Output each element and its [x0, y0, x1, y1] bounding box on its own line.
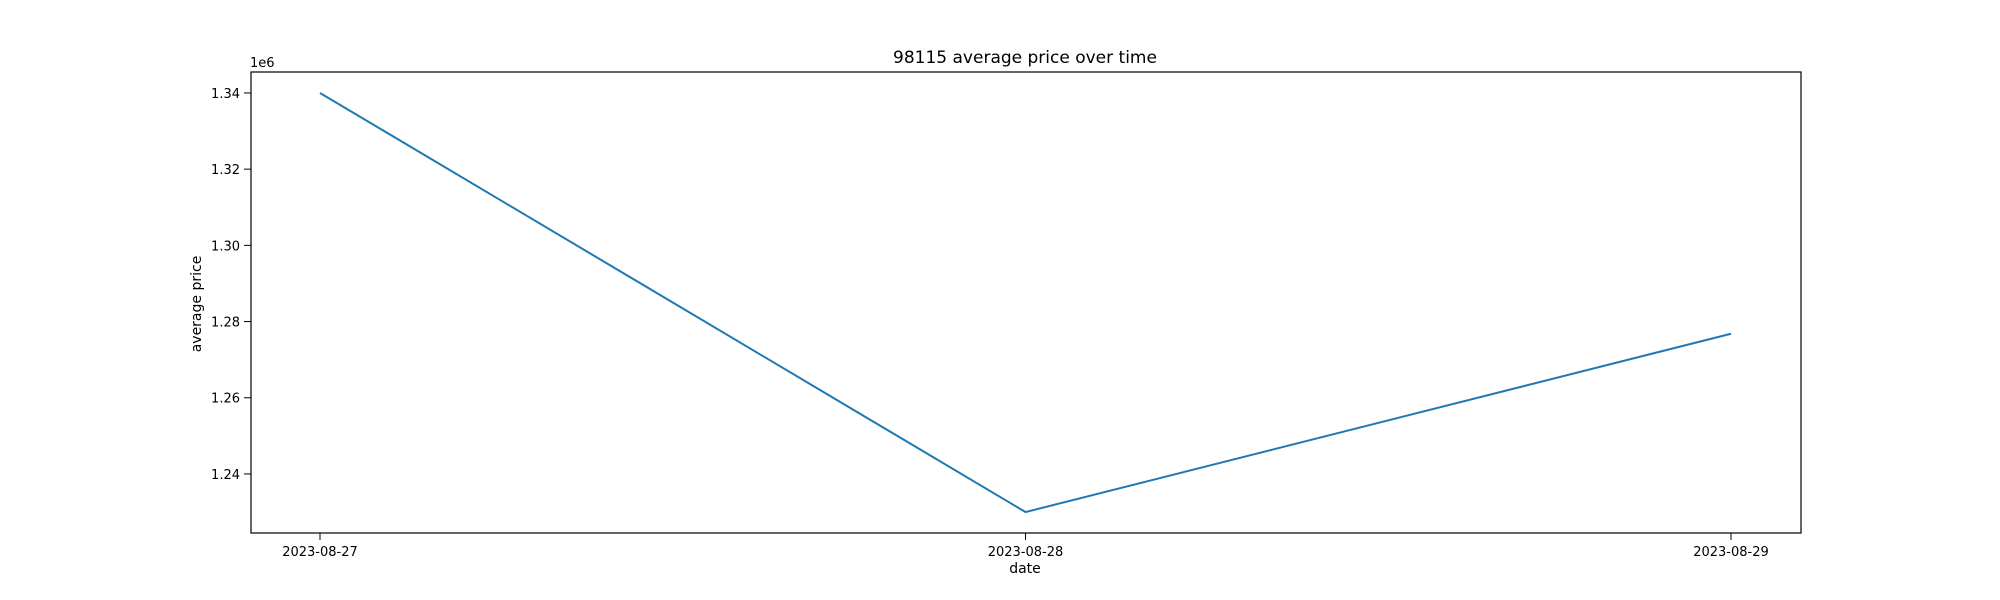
y-tick-label: 1.24	[211, 468, 240, 483]
y-tick-label: 1.28	[211, 316, 240, 331]
x-tick-label: 2023-08-27	[282, 545, 358, 560]
y-tick-label: 1.26	[211, 392, 240, 407]
y-axis-ticks: 1.24 1.26 1.28 1.30 1.32 1.34	[211, 87, 251, 483]
y-tick-label: 1.34	[211, 87, 240, 102]
x-axis-label: date	[1009, 561, 1041, 577]
x-tick-label: 2023-08-28	[988, 545, 1064, 560]
chart-title: 98115 average price over time	[893, 48, 1157, 68]
series-line	[319, 92, 1732, 514]
y-tick-label: 1.30	[211, 239, 240, 254]
plot-area-frame	[250, 71, 1802, 534]
y-axis-label: average price	[189, 256, 205, 353]
y-tick-label: 1.32	[211, 163, 240, 178]
x-axis-ticks: 2023-08-27 2023-08-28 2023-08-29	[282, 533, 1769, 560]
y-offset-label: 1e6	[250, 56, 275, 71]
x-tick-label: 2023-08-29	[1693, 545, 1769, 560]
